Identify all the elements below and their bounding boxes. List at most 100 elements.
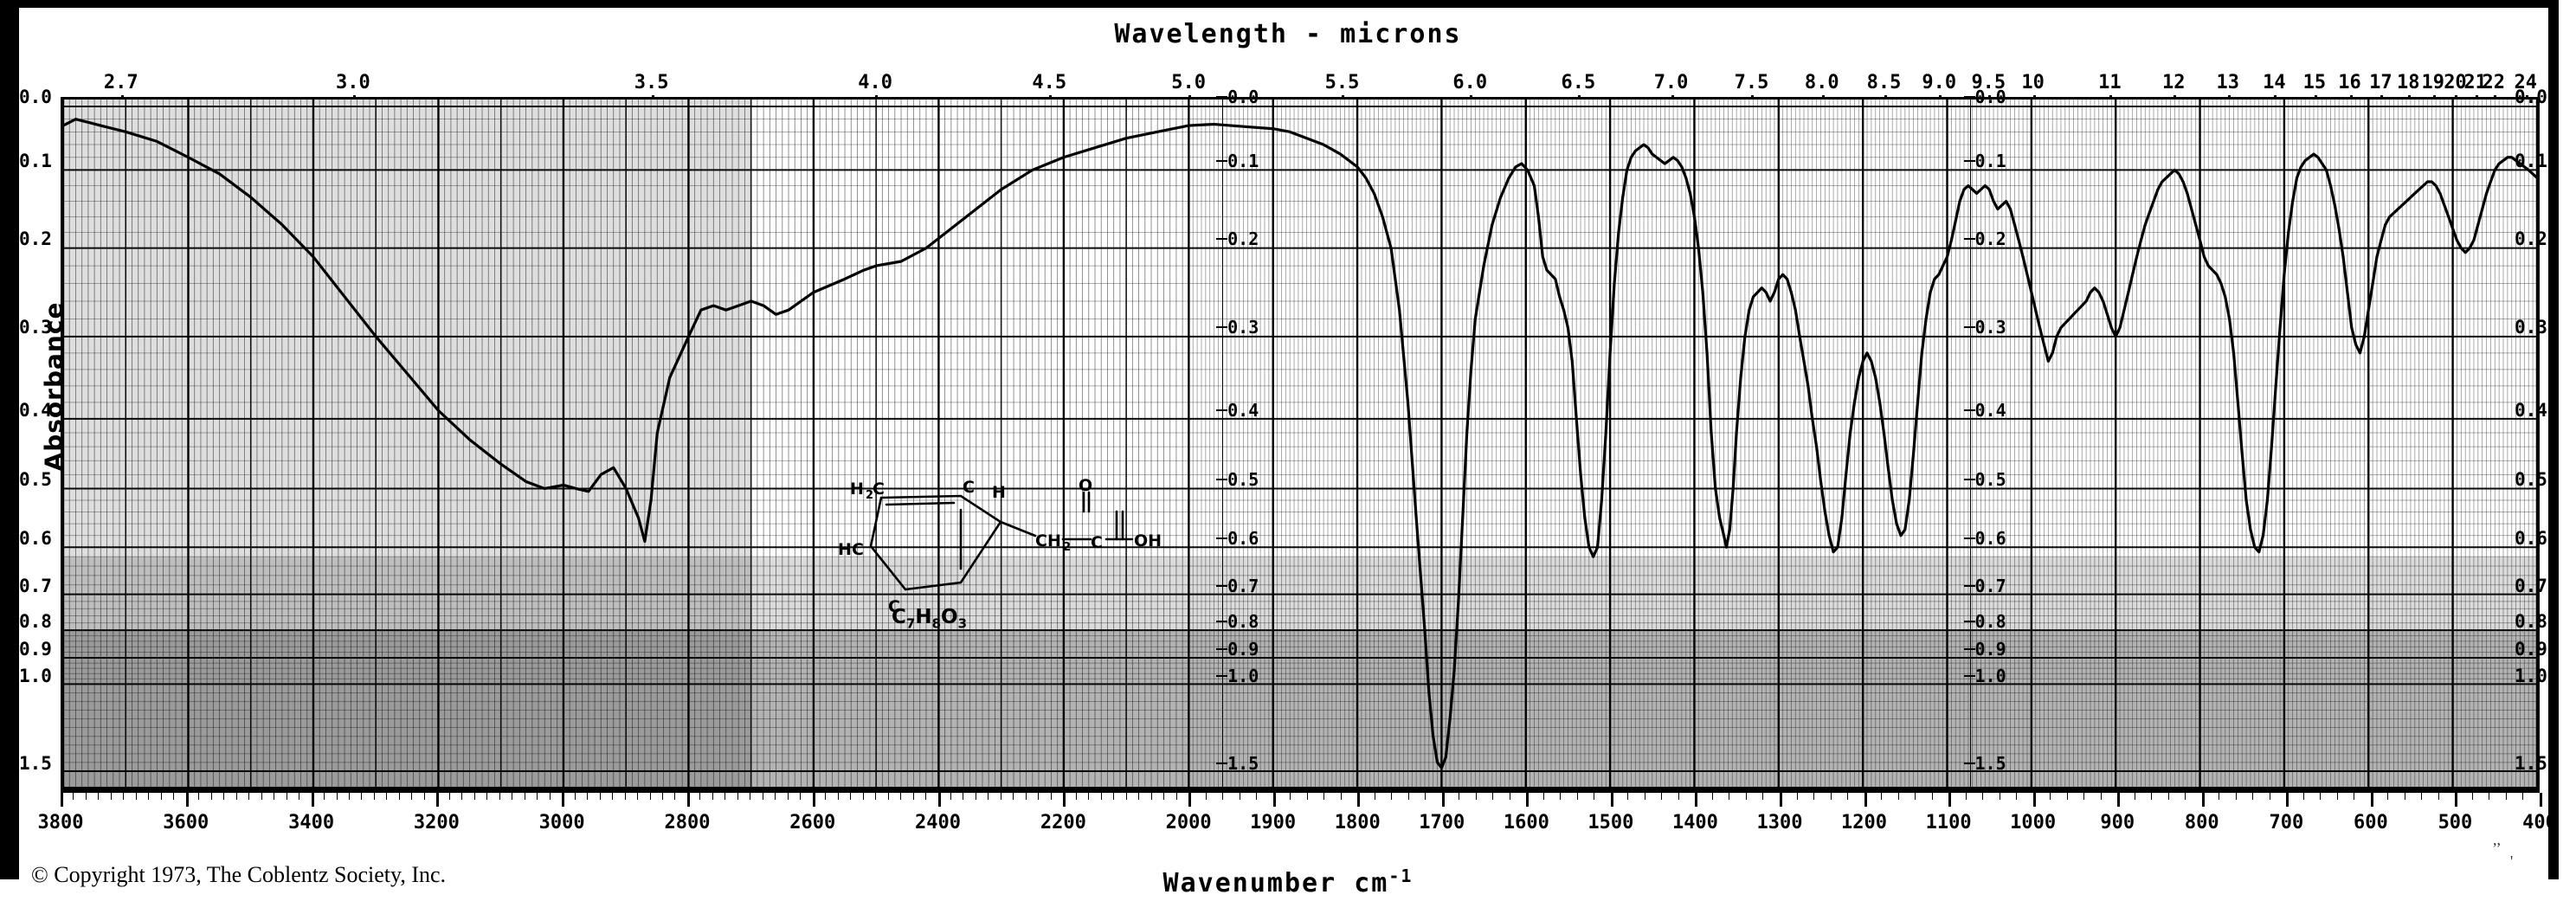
y-axis-tick-label: 0.5	[19, 469, 52, 491]
bottom-title-text: Wavenumber cm	[1162, 868, 1389, 898]
absorbance-tick-label: 0.7	[1227, 575, 1259, 596]
wavelength-tick-label: 3.5	[634, 72, 669, 93]
absorbance-tick	[1963, 621, 1975, 623]
wavenumber-tick	[686, 793, 690, 807]
absorbance-tick	[1216, 479, 1228, 481]
absorbance-tick-label: 0.0	[1227, 87, 1259, 107]
y-axis-tick-label: 0.2	[19, 228, 52, 249]
y-axis-tick-label: 0.1	[19, 150, 52, 171]
y-axis-tick-label: 0.3	[19, 317, 52, 338]
wavelength-tick-label: 12	[2162, 72, 2186, 93]
y-axis-tick-label-right: 0.6	[2515, 528, 2547, 550]
y-axis-tick-label-right: 1.0	[2515, 665, 2547, 686]
wavelength-tick-label: 21	[2463, 72, 2487, 93]
y-axis-tick-label-right: 0.1	[2515, 150, 2547, 171]
molecular-formula: C7H8O3	[892, 606, 968, 632]
wavenumber-tick-label: 800	[2184, 812, 2219, 834]
absorbance-tick-label: 0.8	[1227, 611, 1259, 633]
svg-text:C: C	[873, 480, 885, 499]
y-axis-tick-label-right: 0.3	[2515, 317, 2547, 338]
wavenumber-tick	[1864, 793, 1867, 807]
absorbance-tick	[1216, 621, 1228, 623]
absorbance-tick-label: 1.5	[1227, 752, 1259, 774]
spectrum-plot-area	[61, 97, 2540, 789]
wavenumber-tick-label: 1100	[1925, 812, 1972, 834]
wavenumber-tick	[1272, 793, 1276, 807]
wavenumber-tick	[2032, 793, 2036, 807]
wavenumber-tick-label: 1500	[1587, 812, 1634, 834]
wavenumber-tick-label: 1400	[1671, 812, 1718, 834]
svg-text:C: C	[888, 597, 900, 616]
wavenumber-tick-label: 2400	[915, 812, 962, 834]
wavenumber-tick	[2370, 793, 2373, 807]
bottom-title-exponent: -1	[1388, 866, 1414, 886]
absorbance-tick	[1216, 762, 1228, 764]
absorbance-tick	[1963, 479, 1975, 481]
absorbance-tick	[1963, 238, 1975, 240]
absorbance-tick-label: 0.2	[1227, 228, 1259, 249]
wavenumber-tick	[1948, 793, 1952, 807]
inner-absorbance-scale-left	[1222, 97, 1224, 789]
absorbance-tick-label: 1.0	[1974, 665, 2006, 686]
y-axis-tick-label-right: 1.5	[2515, 752, 2547, 774]
wavelength-tick-label: 5.0	[1171, 72, 1206, 93]
y-axis-tick-label: 1.0	[19, 665, 52, 686]
wavenumber-tick	[185, 793, 189, 807]
wavenumber-tick	[1526, 793, 1530, 807]
absorbance-tick-label: 0.4	[1227, 399, 1259, 421]
wavelength-tick-label: 9.0	[1922, 72, 1957, 93]
absorbance-tick-label: 0.4	[1974, 399, 2006, 421]
chart-top-title: Wavelength - microns	[1114, 19, 1462, 49]
chart-bottom-title: Wavenumber cm-1	[0, 866, 2576, 898]
wavelength-tick-label: 4.0	[858, 72, 893, 93]
wavenumber-tick	[2286, 793, 2289, 807]
svg-text:C: C	[963, 478, 975, 497]
absorbance-trace	[63, 118, 2537, 769]
absorbance-tick	[1963, 96, 1975, 98]
svg-text:OH: OH	[1134, 531, 1162, 550]
wavelength-tick-label: 11	[2098, 72, 2122, 93]
svg-text:C: C	[852, 540, 864, 559]
absorbance-tick-label: 1.5	[1974, 752, 2006, 774]
wavelength-tick-label: 14	[2263, 72, 2286, 93]
wavenumber-tick	[311, 793, 314, 807]
wavenumber-tick	[2455, 793, 2458, 807]
absorbance-tick	[1216, 238, 1228, 240]
wavenumber-tick	[562, 793, 565, 807]
absorbance-tick	[1963, 674, 1975, 677]
absorbance-tick-label: 0.1	[1227, 150, 1259, 171]
wavenumber-tick-label: 1900	[1250, 812, 1297, 834]
absorbance-tick-label: 0.5	[1227, 469, 1259, 491]
y-axis-tick-label: 0.7	[19, 575, 52, 596]
top-border-artifact	[19, 0, 2559, 8]
wavenumber-tick-label: 400	[2522, 812, 2557, 834]
wavenumber-tick	[1188, 793, 1192, 807]
absorbance-tick	[1963, 648, 1975, 651]
wavenumber-tick-label: 2800	[664, 812, 711, 834]
y-axis-tick-label: 0.8	[19, 611, 52, 633]
svg-text:H: H	[838, 540, 852, 559]
wavenumber-tick-label: 1700	[1419, 812, 1465, 834]
y-axis-tick-label-right: 0.4	[2515, 399, 2547, 421]
svg-text:CH: CH	[1035, 531, 1061, 550]
absorbance-tick	[1963, 326, 1975, 329]
y-axis-tick-label-right: 0.2	[2515, 228, 2547, 249]
absorbance-tick-label: 0.5	[1974, 469, 2006, 491]
svg-text:H: H	[850, 480, 864, 499]
wavenumber-tick-label: 2200	[1040, 812, 1086, 834]
wavelength-tick-label: 7.5	[1734, 72, 1769, 93]
absorbance-tick-label: 0.2	[1974, 228, 2006, 249]
wavelength-tick-label: 2.7	[103, 72, 138, 93]
wavenumber-tick	[1063, 793, 1066, 807]
wavelength-tick-label: 6.0	[1452, 72, 1488, 93]
wavelength-tick-label: 22	[2482, 72, 2506, 93]
svg-text:2: 2	[1063, 541, 1071, 554]
absorbance-tick-label: 0.9	[1227, 639, 1259, 660]
wavenumber-tick	[2540, 793, 2542, 807]
copyright-notice: © Copyright 1973, The Coblentz Society, …	[31, 862, 447, 887]
wavenumber-tick	[1441, 793, 1445, 807]
wavenumber-tick-label: 3800	[37, 812, 84, 834]
y-axis-tick-label-right: 0.7	[2515, 575, 2547, 596]
absorbance-tick-label: 0.3	[1974, 317, 2006, 338]
wavelength-tick-label: 6.5	[1561, 72, 1596, 93]
